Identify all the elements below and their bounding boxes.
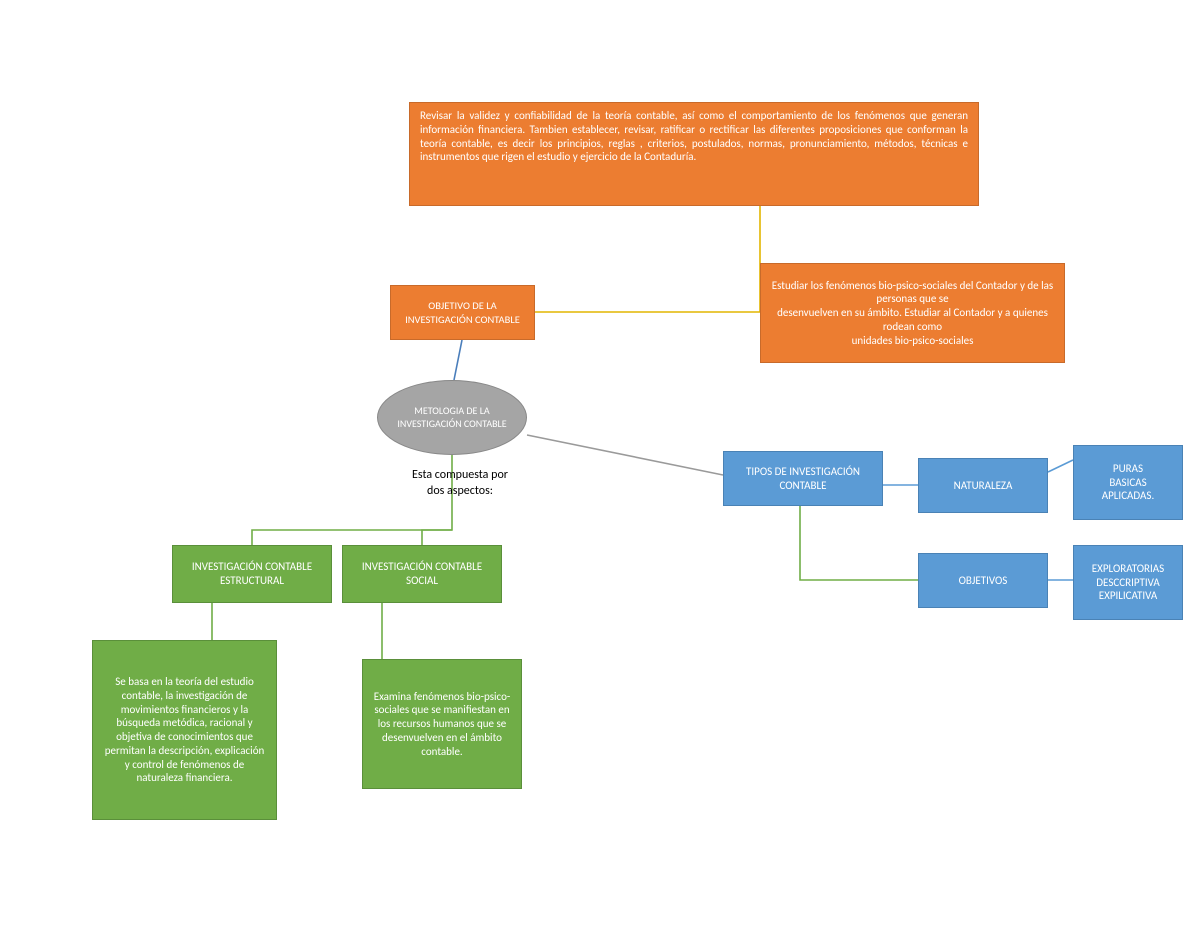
node-estructural-desc: Se basa en la teoría del estudio contabl… — [92, 640, 277, 820]
node-text: PURAS BASICAS APLICADAS. — [1102, 462, 1154, 503]
line: EXPLORATORIAS — [1092, 562, 1164, 576]
label-aspectos: Esta compuesta por dos aspectos: — [385, 468, 535, 502]
node-naturaleza: NATURALEZA — [918, 458, 1048, 513]
node-text: TIPOS DE INVESTIGACIÓN CONTABLE — [734, 465, 872, 493]
edge-e8 — [800, 506, 918, 580]
edge-e2 — [454, 340, 462, 380]
node-tipos: TIPOS DE INVESTIGACIÓN CONTABLE — [723, 451, 883, 506]
line: Estudiar los fenómenos bio-psico-sociale… — [771, 279, 1054, 307]
node-naturaleza-list: PURAS BASICAS APLICADAS. — [1073, 445, 1183, 520]
node-text: INVESTIGACIÓN CONTABLE SOCIAL — [353, 560, 491, 588]
line: Esta compuesta por — [385, 468, 535, 484]
node-objetivo: OBJETIVO DE LA INVESTIGACIÓN CONTABLE — [390, 285, 535, 340]
line: APLICADAS. — [1102, 489, 1154, 503]
node-objetivos: OBJETIVOS — [918, 553, 1048, 608]
node-text: OBJETIVOS — [959, 574, 1008, 588]
diagram-canvas: Revisar la validez y confiabilidad de la… — [0, 0, 1200, 927]
line: DESCCRIPTIVA — [1092, 576, 1164, 590]
node-text: NATURALEZA — [954, 479, 1013, 493]
edge-e10 — [1048, 460, 1073, 472]
node-inv-social: INVESTIGACIÓN CONTABLE SOCIAL — [342, 545, 502, 603]
node-text: OBJETIVO DE LA INVESTIGACIÓN CONTABLE — [401, 299, 524, 325]
node-text: INVESTIGACIÓN CONTABLE ESTRUCTURAL — [183, 560, 321, 588]
line: dos aspectos: — [385, 484, 535, 500]
node-top-orange: Revisar la validez y confiabilidad de la… — [409, 102, 979, 206]
node-objetivos-list: EXPLORATORIAS DESCCRIPTIVA EXPILICATIVA — [1073, 545, 1183, 620]
node-text: METOLOGIA DE LA INVESTIGACIÓN CONTABLE — [388, 405, 516, 430]
node-text: Revisar la validez y confiabilidad de la… — [420, 109, 968, 164]
node-social-desc: Examina fenómenos bio-psico-sociales que… — [362, 659, 522, 789]
edge-e5 — [422, 530, 452, 545]
node-center-ellipse: METOLOGIA DE LA INVESTIGACIÓN CONTABLE — [377, 380, 527, 455]
line: BASICAS — [1102, 476, 1154, 490]
line: unidades bio-psico-sociales — [771, 334, 1054, 348]
line: PURAS — [1102, 462, 1154, 476]
node-text: Se basa en la teoría del estudio contabl… — [103, 675, 266, 785]
edge-e3 — [527, 435, 723, 475]
node-side-orange: Estudiar los fenómenos bio-psico-sociale… — [760, 263, 1065, 363]
line: EXPILICATIVA — [1092, 589, 1164, 603]
edge-e1 — [535, 206, 760, 312]
node-text: Examina fenómenos bio-psico-sociales que… — [373, 690, 511, 759]
node-inv-estructural: INVESTIGACIÓN CONTABLE ESTRUCTURAL — [172, 545, 332, 603]
node-text: EXPLORATORIAS DESCCRIPTIVA EXPILICATIVA — [1092, 562, 1164, 603]
line: desenvuelven en su ámbito. Estudiar al C… — [771, 306, 1054, 334]
node-text: Estudiar los fenómenos bio-psico-sociale… — [771, 279, 1054, 348]
